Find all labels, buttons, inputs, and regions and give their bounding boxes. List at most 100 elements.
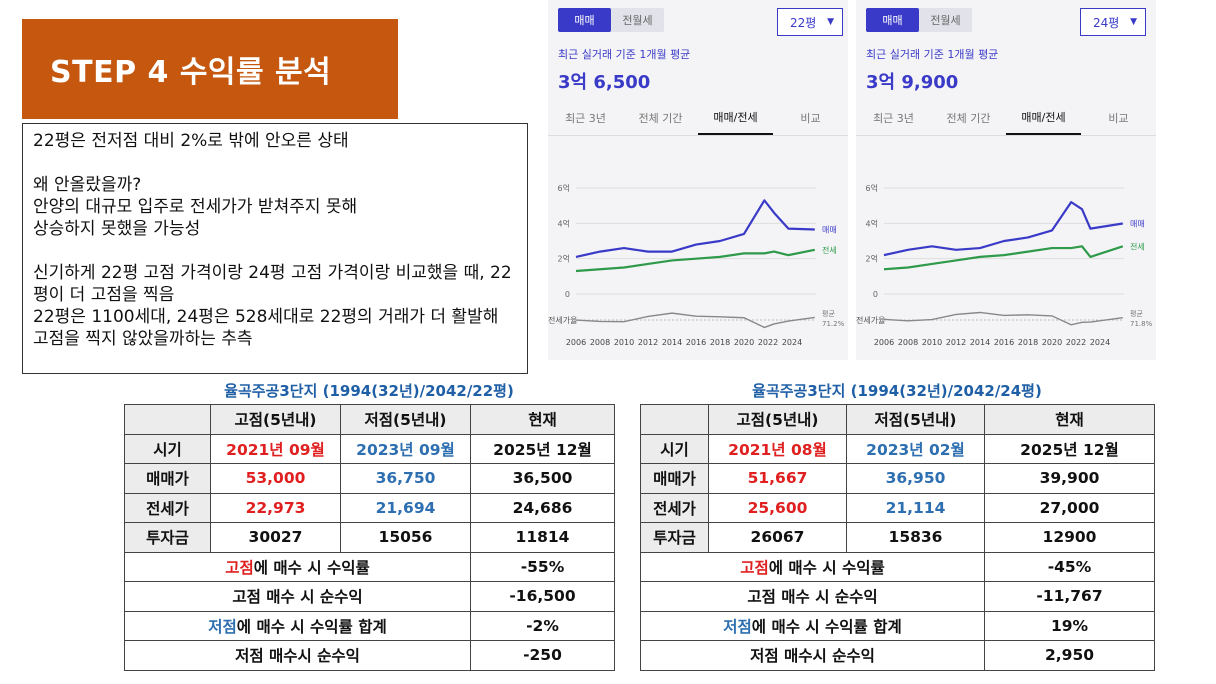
x-tick-label: 2010 (922, 338, 942, 347)
summary-row: 고점에 매수 시 수익률 -45% (640, 551, 1155, 582)
average-price: 3억 6,500 (558, 72, 651, 93)
row-label: 투자금 (640, 522, 709, 553)
summary-row: 저점에 매수 시 수익률 합계 19% (640, 610, 1155, 641)
row-label: 시기 (124, 433, 211, 464)
row-label: 전세가 (124, 492, 211, 523)
summary-value: -55% (470, 551, 615, 582)
ratio-label: 전세가율 (856, 315, 885, 325)
legend-label: 전세 (822, 245, 837, 255)
note-paragraph-2: 왜 안올랐을까? 안양의 대규모 입주로 전세가가 받쳐주지 못해 상승하지 못… (33, 175, 358, 239)
header-empty (640, 404, 709, 435)
table-header-row: 고점(5년내) 저점(5년내) 현재 (124, 404, 615, 435)
returns-table-22: 율곡주공3단지 (1994(32년)/2042/22평) 고점(5년내) 저점(… (124, 378, 615, 671)
toggle-sale[interactable]: 매매 (558, 8, 611, 32)
toggle-sale[interactable]: 매매 (866, 8, 919, 32)
toggle-rent[interactable]: 전월세 (622, 14, 653, 27)
tab-sale-jeonse[interactable]: 매매/전세 (1006, 100, 1081, 135)
table-row: 매매가 53,000 36,750 36,500 (124, 463, 615, 494)
summary-label: 고점에 매수 시 수익률 (640, 551, 985, 582)
x-tick-label: 2014 (970, 338, 990, 347)
cell-now: 11814 (470, 522, 615, 553)
period-tabs: 최근 3년 전체 기간 매매/전세 비교 (548, 100, 848, 136)
x-tick-label: 2016 (686, 338, 706, 347)
summary-suffix: 에 매수 시 수익률 합계 (236, 617, 387, 636)
cell-high: 30027 (210, 522, 341, 553)
cell-high: 26067 (708, 522, 847, 553)
legend-label: 전세 (1130, 241, 1145, 251)
tab-all-period[interactable]: 전체 기간 (638, 111, 683, 125)
summary-label: 고점 매수 시 순수익 (640, 581, 985, 612)
chevron-down-icon: ▼ (827, 17, 834, 27)
trade-type-toggle[interactable]: 매매 전월세 (558, 8, 664, 32)
tab-all-period[interactable]: 전체 기간 (946, 111, 991, 125)
size-value: 22평 (790, 15, 817, 30)
y-tick-label: 6억 (866, 183, 878, 193)
table-row: 전세가 25,600 21,114 27,000 (640, 492, 1155, 523)
y-tick-label: 4억 (866, 218, 878, 228)
step-title: STEP 4 수익률 분석 (50, 55, 332, 90)
x-tick-label: 2018 (1018, 338, 1038, 347)
y-tick-label: 2억 (558, 254, 570, 264)
header-high: 고점(5년내) (210, 404, 341, 435)
tab-recent-3y[interactable]: 최근 3년 (565, 111, 606, 125)
header-now: 현재 (470, 404, 615, 435)
summary-suffix: 에 매수 시 수익률 (768, 558, 885, 577)
size-value: 24평 (1093, 15, 1120, 30)
table-row: 투자금 30027 15056 11814 (124, 522, 615, 553)
table-row: 전세가 22,973 21,694 24,686 (124, 492, 615, 523)
x-tick-label: 2006 (566, 338, 586, 347)
cell-low: 21,114 (846, 492, 985, 523)
cell-high: 25,600 (708, 492, 847, 523)
summary-value: -16,500 (470, 581, 615, 612)
price-caption: 최근 실거래 기준 1개월 평균 (558, 48, 691, 61)
summary-label: 저점 매수시 순수익 (124, 640, 471, 671)
legend-label: 매매 (1130, 220, 1145, 229)
row-label: 전세가 (640, 492, 709, 523)
summary-value: -250 (470, 640, 615, 671)
summary-prefix: 저점 (723, 617, 752, 636)
trade-type-toggle[interactable]: 매매 전월세 (866, 8, 972, 32)
table-row: 투자금 26067 15836 12900 (640, 522, 1155, 553)
x-tick-label: 2022 (1066, 338, 1086, 347)
summary-prefix: 고점 (225, 558, 254, 577)
tab-recent-3y[interactable]: 최근 3년 (873, 111, 914, 125)
tab-compare[interactable]: 비교 (1108, 111, 1129, 125)
header-high: 고점(5년내) (708, 404, 847, 435)
x-tick-label: 2012 (638, 338, 658, 347)
x-tick-label: 2010 (614, 338, 634, 347)
size-select[interactable]: 24평 ▼ (1080, 8, 1146, 36)
summary-row: 저점 매수시 순수익 2,950 (640, 640, 1155, 671)
row-label: 투자금 (124, 522, 211, 553)
summary-prefix: 고점 (740, 558, 769, 577)
cell-now: 24,686 (470, 492, 615, 523)
size-select[interactable]: 22평 ▼ (777, 8, 843, 36)
summary-row: 고점 매수 시 순수익 -16,500 (124, 581, 615, 612)
cell-high: 51,667 (708, 463, 847, 494)
summary-row: 고점에 매수 시 수익률 -55% (124, 551, 615, 582)
series-line-전세 (883, 245, 1124, 271)
summary-label: 고점 매수 시 순수익 (124, 581, 471, 612)
summary-label: 저점 매수시 순수익 (640, 640, 985, 671)
toggle-rent[interactable]: 전월세 (930, 14, 961, 27)
y-tick-label: 0 (565, 290, 570, 299)
cell-now: 2025년 12월 (984, 433, 1155, 464)
y-tick-label: 0 (873, 290, 878, 299)
table-header-row: 고점(5년내) 저점(5년내) 현재 (640, 404, 1155, 435)
table-title: 율곡주공3단지 (1994(32년)/2042/24평) (752, 382, 1042, 400)
summary-prefix: 저점 (208, 617, 237, 636)
series-line-전세 (575, 248, 816, 273)
ratio-line (575, 312, 815, 329)
tab-compare[interactable]: 비교 (800, 111, 821, 125)
ratio-label: 전세가율 (548, 315, 577, 325)
step-banner: STEP 4 수익률 분석 (22, 19, 398, 119)
x-tick-label: 2024 (1090, 338, 1110, 347)
returns-table-24: 율곡주공3단지 (1994(32년)/2042/24평) 고점(5년내) 저점(… (640, 378, 1155, 671)
header-now: 현재 (984, 404, 1155, 435)
summary-suffix: 에 매수 시 수익률 합계 (751, 617, 902, 636)
tab-sale-jeonse[interactable]: 매매/전세 (698, 100, 773, 135)
x-tick-label: 2020 (1042, 338, 1062, 347)
header-empty (124, 404, 211, 435)
cell-high: 22,973 (210, 492, 341, 523)
